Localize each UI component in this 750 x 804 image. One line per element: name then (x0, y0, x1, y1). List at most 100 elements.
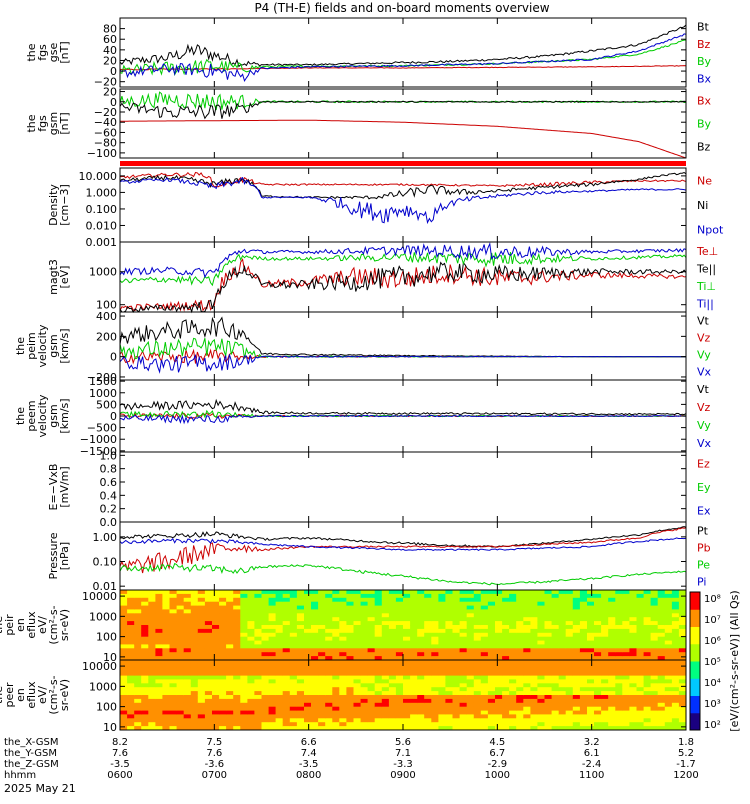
heatmap-cell (353, 613, 362, 618)
heatmap-cell (304, 648, 312, 653)
heatmap-cell (601, 640, 609, 645)
heatmap-cell (622, 652, 630, 657)
heatmap-cell (339, 632, 347, 638)
heatmap-cell (516, 656, 524, 661)
heatmap-cell (495, 613, 503, 618)
heatmap-cell (388, 702, 397, 708)
heatmap-cell (388, 636, 397, 642)
heatmap-cell (282, 644, 291, 649)
heatmap-cell (608, 718, 616, 723)
heatmap-cell (134, 609, 142, 614)
heatmap-cell (544, 640, 553, 645)
heatmap-cell (204, 640, 213, 645)
heatmap-cell (445, 632, 453, 638)
heatmap-cell (219, 687, 227, 692)
heatmap-cell (148, 593, 156, 599)
heatmap-cell (509, 714, 517, 719)
heatmap-cell (212, 691, 220, 696)
heatmap-cell (148, 617, 156, 622)
heatmap-cell (254, 660, 262, 665)
heatmap-cell (473, 597, 482, 603)
heatmap-cell (417, 660, 425, 665)
heatmap-cell (155, 663, 163, 669)
heatmap-cell (197, 632, 206, 638)
heatmap-cell (551, 722, 560, 727)
heatmap-cell (438, 644, 446, 649)
heatmap-cell (127, 718, 135, 723)
heatmap-cell (579, 683, 588, 688)
heatmap-cell (190, 675, 199, 680)
heatmap-cell (190, 683, 199, 688)
heatmap-cell (530, 613, 538, 618)
heatmap-cell (346, 671, 354, 677)
heatmap-cell (304, 714, 312, 719)
heatmap-cell (339, 613, 347, 618)
heatmap-cell (487, 609, 496, 614)
heatmap-cell (282, 722, 291, 727)
heatmap-cell (134, 621, 142, 626)
heatmap-cell (261, 609, 270, 614)
heatmap-cell (544, 663, 553, 669)
heatmap-cell (424, 648, 432, 653)
heatmap-cell (339, 597, 347, 603)
heatmap-cell (572, 597, 581, 603)
heatmap-cell (523, 640, 531, 645)
heatmap-cell (459, 656, 468, 661)
heatmap-cell (608, 601, 616, 607)
heatmap-cell (403, 656, 411, 661)
heatmap-cell (636, 726, 645, 731)
heatmap-cell (678, 640, 687, 645)
heatmap-cell (551, 621, 560, 626)
heatmap-cell (134, 625, 142, 630)
heatmap-cell (240, 628, 248, 634)
heatmap-cell (282, 590, 291, 595)
heatmap-cell (296, 613, 305, 618)
heatmap-cell (296, 621, 305, 626)
heatmap-cell (155, 660, 163, 665)
heatmap-cell (678, 687, 687, 692)
heatmap-cell (141, 640, 149, 645)
heatmap-cell (530, 687, 538, 692)
heatmap-cell (162, 625, 170, 630)
heatmap-cell (311, 593, 319, 599)
heatmap-cell (332, 706, 340, 712)
heatmap-cell (473, 663, 482, 669)
heatmap-cell (452, 593, 461, 599)
heatmap-cell (643, 687, 652, 692)
heatmap-cell (395, 667, 404, 673)
heatmap-cell (304, 601, 312, 607)
heatmap-cell (424, 613, 432, 618)
heatmap-cell (134, 632, 142, 638)
heatmap-cell (466, 652, 475, 657)
heatmap-cell (212, 601, 220, 607)
heatmap-cell (601, 621, 609, 626)
heatmap-cell (466, 621, 475, 626)
heatmap-cell (162, 722, 170, 727)
heatmap-cell (657, 722, 666, 727)
heatmap-cell (388, 613, 397, 618)
heatmap-cell (671, 605, 680, 610)
heatmap-cell (473, 640, 482, 645)
heatmap-cell (445, 714, 453, 719)
heatmap-cell (558, 656, 567, 661)
heatmap-cell (594, 644, 602, 649)
heatmap-cell (374, 636, 383, 642)
heatmap-cell (657, 718, 666, 723)
heatmap-cell (254, 648, 262, 653)
heatmap-cell (395, 640, 404, 645)
heatmap-cell (204, 698, 213, 704)
heatmap-cell (629, 679, 637, 684)
heatmap-cell (155, 605, 163, 610)
heatmap-cell (367, 667, 376, 673)
heatmap-cell (240, 644, 248, 649)
heatmap-cell (601, 698, 609, 704)
heatmap-cell (643, 691, 652, 696)
heatmap-cell (183, 726, 192, 731)
heatmap-cell (502, 683, 510, 688)
colorbar-segment (690, 643, 700, 662)
heatmap-cell (502, 617, 510, 622)
heatmap-cell (219, 605, 227, 610)
heatmap-cell (643, 648, 652, 653)
heatmap-cell (509, 609, 517, 614)
heatmap-cell (120, 714, 128, 719)
